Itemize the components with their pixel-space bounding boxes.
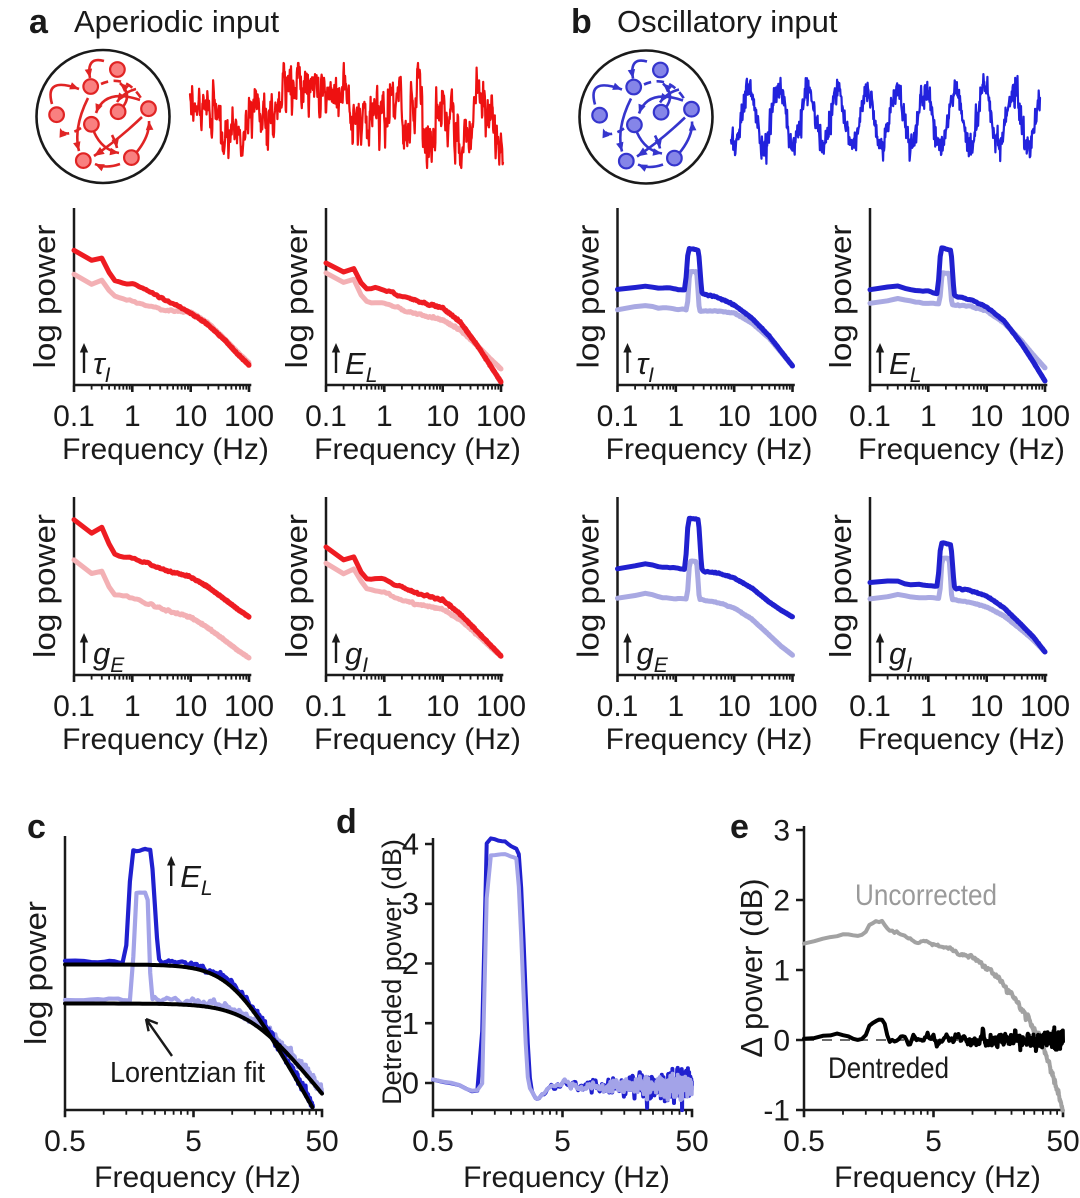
svg-text:Dentreded: Dentreded bbox=[828, 1052, 949, 1085]
svg-text:Aperiodic input: Aperiodic input bbox=[74, 4, 279, 39]
svg-text:10: 10 bbox=[174, 400, 207, 433]
svg-text:1: 1 bbox=[376, 690, 393, 723]
svg-text:5: 5 bbox=[185, 1125, 202, 1158]
svg-text:1: 1 bbox=[376, 400, 393, 433]
svg-text:Frequency (Hz): Frequency (Hz) bbox=[834, 1161, 1041, 1194]
svg-text:1: 1 bbox=[124, 690, 141, 723]
svg-text:a: a bbox=[29, 3, 49, 41]
svg-text:10: 10 bbox=[426, 690, 459, 723]
svg-text:Frequency (Hz): Frequency (Hz) bbox=[606, 723, 813, 756]
svg-text:Frequency (Hz): Frequency (Hz) bbox=[62, 723, 269, 756]
svg-text:Frequency (Hz): Frequency (Hz) bbox=[94, 1161, 301, 1194]
svg-text:log power: log power bbox=[823, 514, 858, 658]
svg-text:0.5: 0.5 bbox=[412, 1125, 454, 1158]
svg-text:100: 100 bbox=[224, 400, 274, 433]
svg-text:0.1: 0.1 bbox=[305, 400, 347, 433]
svg-text:Frequency (Hz): Frequency (Hz) bbox=[858, 433, 1065, 466]
svg-text:Detrended power (dB): Detrended power (dB) bbox=[377, 839, 407, 1105]
svg-text:0: 0 bbox=[773, 1025, 790, 1058]
svg-text:log power: log power bbox=[18, 901, 53, 1045]
svg-text:1: 1 bbox=[773, 955, 790, 988]
svg-text:100: 100 bbox=[224, 690, 274, 723]
svg-text:log power: log power bbox=[279, 514, 314, 658]
svg-text:3: 3 bbox=[773, 815, 790, 848]
svg-text:0.5: 0.5 bbox=[44, 1125, 86, 1158]
svg-text:5: 5 bbox=[925, 1125, 942, 1158]
svg-text:Frequency (Hz): Frequency (Hz) bbox=[606, 433, 813, 466]
svg-text:100: 100 bbox=[767, 690, 817, 723]
svg-text:0.5: 0.5 bbox=[783, 1125, 825, 1158]
svg-text:Frequency (Hz): Frequency (Hz) bbox=[858, 723, 1065, 756]
svg-text:d: d bbox=[336, 803, 357, 841]
svg-text:Oscillatory input: Oscillatory input bbox=[617, 4, 838, 39]
svg-text:10: 10 bbox=[970, 690, 1003, 723]
svg-text:Frequency (Hz): Frequency (Hz) bbox=[314, 723, 521, 756]
svg-text:100: 100 bbox=[1020, 400, 1070, 433]
svg-text:0.1: 0.1 bbox=[53, 400, 95, 433]
svg-text:log power: log power bbox=[571, 514, 606, 658]
svg-text:10: 10 bbox=[718, 690, 751, 723]
svg-text:1: 1 bbox=[402, 1006, 419, 1041]
svg-text:c: c bbox=[27, 808, 46, 846]
svg-text:0.1: 0.1 bbox=[849, 690, 891, 723]
svg-text:Δ power (dB): Δ power (dB) bbox=[734, 878, 769, 1057]
svg-text:1: 1 bbox=[920, 690, 937, 723]
svg-text:log power: log power bbox=[27, 514, 62, 658]
svg-text:Frequency (Hz): Frequency (Hz) bbox=[314, 433, 521, 466]
svg-text:Uncorrected: Uncorrected bbox=[855, 879, 997, 912]
svg-text:gE: gE bbox=[93, 636, 125, 677]
svg-text:0.1: 0.1 bbox=[53, 690, 95, 723]
svg-text:log power: log power bbox=[279, 225, 314, 369]
svg-text:1: 1 bbox=[667, 400, 684, 433]
svg-text:3: 3 bbox=[402, 886, 419, 921]
svg-text:0: 0 bbox=[402, 1066, 419, 1101]
svg-text:0.1: 0.1 bbox=[849, 400, 891, 433]
svg-text:log power: log power bbox=[823, 225, 858, 369]
svg-text:10: 10 bbox=[426, 400, 459, 433]
svg-text:gE: gE bbox=[637, 636, 669, 677]
svg-text:b: b bbox=[571, 3, 592, 41]
svg-text:Frequency (Hz): Frequency (Hz) bbox=[463, 1161, 670, 1194]
svg-text:4: 4 bbox=[402, 827, 419, 862]
svg-text:1: 1 bbox=[667, 690, 684, 723]
svg-text:0.1: 0.1 bbox=[305, 690, 347, 723]
svg-text:50: 50 bbox=[305, 1125, 338, 1158]
svg-text:50: 50 bbox=[1046, 1125, 1079, 1158]
svg-text:log power: log power bbox=[27, 225, 62, 369]
svg-text:1: 1 bbox=[124, 400, 141, 433]
svg-text:0.1: 0.1 bbox=[597, 690, 639, 723]
svg-text:10: 10 bbox=[718, 400, 751, 433]
svg-text:0.1: 0.1 bbox=[597, 400, 639, 433]
svg-text:5: 5 bbox=[554, 1125, 571, 1158]
svg-text:10: 10 bbox=[174, 690, 207, 723]
svg-text:Lorentzian fit: Lorentzian fit bbox=[110, 1057, 265, 1089]
svg-text:2: 2 bbox=[773, 885, 790, 918]
svg-text:100: 100 bbox=[476, 400, 526, 433]
svg-text:100: 100 bbox=[767, 400, 817, 433]
svg-text:100: 100 bbox=[1020, 690, 1070, 723]
svg-text:log power: log power bbox=[571, 225, 606, 369]
svg-text:2: 2 bbox=[402, 946, 419, 981]
svg-text:Frequency (Hz): Frequency (Hz) bbox=[62, 433, 269, 466]
svg-text:10: 10 bbox=[970, 400, 1003, 433]
svg-text:50: 50 bbox=[675, 1125, 708, 1158]
svg-text:e: e bbox=[730, 808, 749, 846]
svg-text:1: 1 bbox=[920, 400, 937, 433]
svg-text:-1: -1 bbox=[763, 1095, 790, 1128]
svg-text:100: 100 bbox=[476, 690, 526, 723]
